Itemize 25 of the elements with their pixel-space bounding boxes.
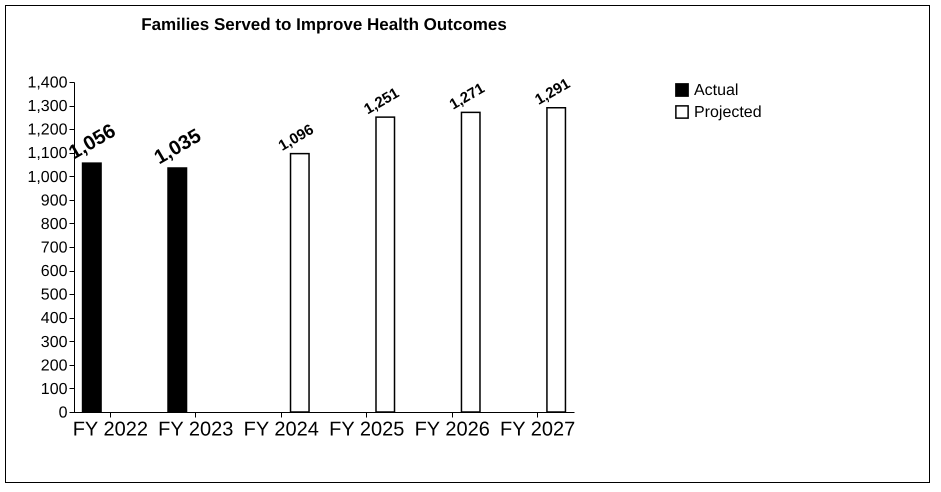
y-tick-label: 1,300 <box>27 98 68 116</box>
y-tick-label: 100 <box>40 380 68 398</box>
y-tick-label: 800 <box>40 216 68 233</box>
y-tick-label: 500 <box>40 286 68 304</box>
y-tick-label: 700 <box>40 240 68 256</box>
chart-title: Families Served to Improve Health Outcomes <box>141 15 507 34</box>
x-tick-label: FY 2024 <box>244 418 319 440</box>
x-tick-label: FY 2025 <box>329 418 404 440</box>
data-label: 1,291 <box>532 75 574 109</box>
legend-label: Projected <box>694 104 762 121</box>
y-tick-label: 1,100 <box>27 145 68 162</box>
y-tick-label: 1,000 <box>27 168 68 186</box>
y-tick-label: 300 <box>40 334 68 351</box>
y-tick-label: 900 <box>40 192 68 210</box>
y-tick-label: 1,400 <box>27 74 68 92</box>
y-tick-label: 400 <box>40 310 68 328</box>
y-tick-label: 0 <box>58 404 68 422</box>
x-tick-label: FY 2022 <box>72 418 148 440</box>
x-tick-label: FY 2026 <box>414 418 490 440</box>
y-tick-label: 200 <box>40 357 68 374</box>
legend-label: Actual <box>694 82 738 99</box>
y-tick-label: 1,200 <box>27 122 68 139</box>
x-tick-label: FY 2023 <box>158 418 234 440</box>
x-tick-label: FY 2027 <box>500 418 576 440</box>
y-tick-label: 600 <box>40 263 68 280</box>
